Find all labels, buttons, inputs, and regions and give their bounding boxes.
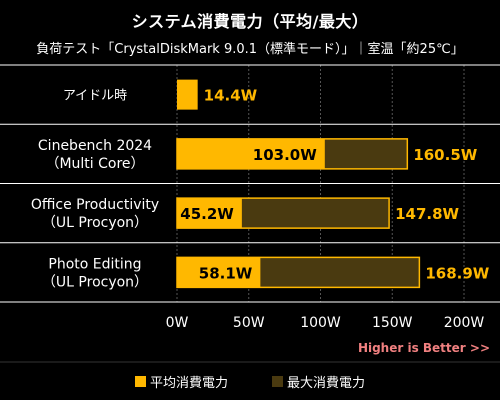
higher-is-better-annotation: Higher is Better >>	[358, 341, 490, 355]
data-label-max-1: 160.5W	[413, 146, 477, 164]
category-label-0-0: アイドル時	[63, 89, 127, 104]
chart-subtitle: 負荷テスト「CrystalDiskMark 9.0.1（標準モード）」｜室温「約…	[36, 42, 464, 57]
data-label-max-3: 168.9W	[425, 264, 489, 282]
category-label-3-1: （UL Procyon）	[42, 274, 148, 290]
category-label-3-0: Photo Editing	[48, 256, 141, 272]
legend-label-average: 平均消費電力	[149, 376, 228, 391]
legend-item-max: 最大消費電力	[272, 372, 365, 391]
data-label-max-0: 14.4W	[204, 87, 258, 105]
x-tick-label-3: 150W	[372, 315, 413, 331]
category-label-2-1: （UL Procyon）	[42, 215, 148, 231]
bar-average-2	[177, 198, 242, 229]
chart-legend: 平均消費電力 最大消費電力	[0, 372, 500, 391]
bar-average-1	[177, 138, 325, 169]
chart-title: システム消費電力（平均/最大）	[131, 12, 369, 31]
data-label-average-1: 103.0W	[253, 146, 317, 164]
x-tick-label-2: 100W	[300, 315, 341, 331]
data-label-max-2: 147.8W	[395, 205, 459, 223]
legend-swatch-max	[272, 376, 283, 387]
category-label-1-0: Cinebench 2024	[38, 138, 152, 154]
category-label-2-0: Office Productivity	[31, 197, 159, 213]
data-label-average-2: 45.2W	[180, 205, 234, 223]
legend-item-average: 平均消費電力	[134, 372, 228, 391]
bar-max-0	[177, 79, 198, 110]
x-tick-label-0: 0W	[166, 315, 189, 331]
bar-average-3	[177, 257, 261, 288]
x-tick-label-1: 50W	[233, 315, 265, 331]
category-label-1-1: （Multi Core）	[45, 156, 144, 172]
legend-swatch-average	[134, 376, 146, 387]
legend-label-max: 最大消費電力	[287, 376, 366, 391]
data-label-average-3: 58.1W	[199, 264, 253, 282]
x-tick-label-4: 200W	[444, 315, 485, 331]
